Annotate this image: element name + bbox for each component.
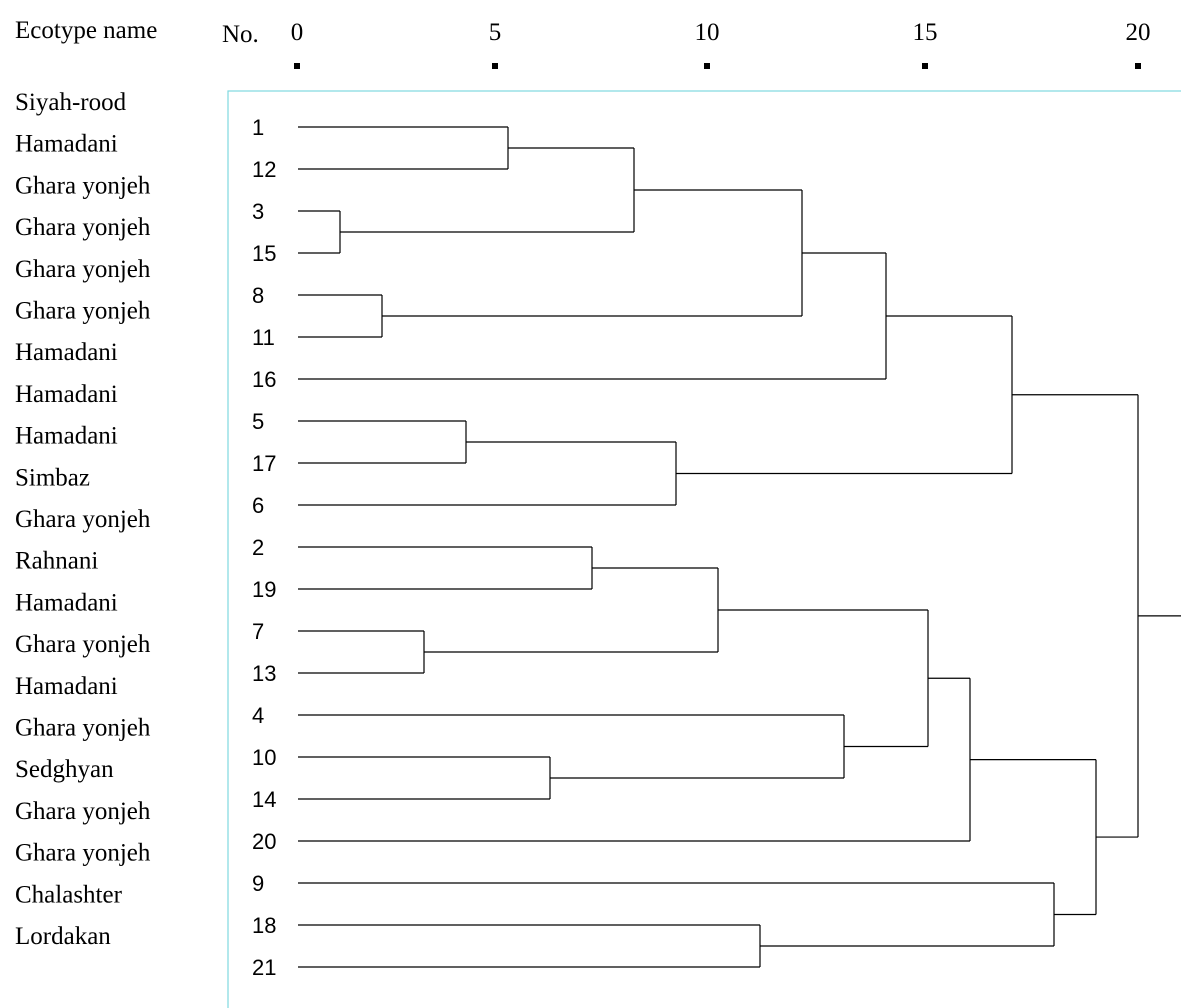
scale-tick-mark — [922, 63, 928, 69]
ecotype-name: Ghara yonjeh — [15, 506, 151, 533]
scale-tick-mark — [1135, 63, 1141, 69]
leaf-number: 2 — [252, 535, 264, 560]
ecotype-name: Hamadani — [15, 423, 118, 450]
leaf-number: 11 — [252, 325, 275, 350]
leaf-number: 19 — [252, 577, 276, 602]
ecotype-name: Ghara yonjeh — [15, 840, 151, 867]
leaf-number: 9 — [252, 871, 264, 896]
ecotype-name: Hamadani — [15, 339, 118, 366]
ecotype-name: Ghara yonjeh — [15, 256, 151, 283]
leaf-number: 21 — [252, 955, 276, 980]
ecotype-name: Ghara yonjeh — [15, 298, 151, 325]
leaf-number: 12 — [252, 157, 276, 182]
ecotype-name: Ghara yonjeh — [15, 715, 151, 742]
leaf-number: 20 — [252, 829, 276, 854]
leaf-number: 1 — [252, 115, 264, 140]
leaf-number: 7 — [252, 619, 264, 644]
leaf-number: 5 — [252, 409, 264, 434]
scale-tick-label: 20 — [1126, 19, 1151, 46]
number-header: No. — [222, 21, 259, 48]
ecotype-name-list: Siyah-rood Hamadani Ghara yonjeh Ghara yonj… — [15, 89, 151, 950]
leaf-number: 8 — [252, 283, 264, 308]
scale-tick-label: 15 — [913, 19, 938, 46]
ecotype-name: Hamadani — [15, 381, 118, 408]
leaf-number: 17 — [252, 451, 276, 476]
ecotype-name: Siyah-rood — [15, 89, 127, 116]
leaf-number: 14 — [252, 787, 276, 812]
leaf-number: 13 — [252, 661, 276, 686]
scale-tick-label: 10 — [695, 19, 720, 46]
scale-tick-mark — [294, 63, 300, 69]
distance-scale: 0 5 10 15 20 — [291, 19, 1151, 69]
ecotype-name: Ghara yonjeh — [15, 798, 151, 825]
ecotype-name: Simbaz — [15, 464, 90, 491]
leaf-number: 18 — [252, 913, 276, 938]
ecotype-name: Rahnani — [15, 548, 98, 575]
leaf-number: 15 — [252, 241, 276, 266]
leaf-number-list: 1 12 3 15 8 11 16 5 17 6 2 19 7 13 4 10 14 20 9 18 21 — [252, 115, 276, 980]
ecotype-name: Ghara yonjeh — [15, 214, 151, 241]
leaf-number: 16 — [252, 367, 276, 392]
leaf-number: 6 — [252, 493, 264, 518]
leaf-number: 3 — [252, 199, 264, 224]
ecotype-name: Hamadani — [15, 673, 118, 700]
scale-tick-label: 0 — [291, 19, 304, 46]
scale-tick-label: 5 — [489, 19, 502, 46]
ecotype-name: Chalashter — [15, 881, 123, 908]
ecotype-name: Lordakan — [15, 923, 111, 950]
ecotype-name: Ghara yonjeh — [15, 631, 151, 658]
ecotype-name: Sedghyan — [15, 756, 114, 783]
ecotype-name-header: Ecotype name — [15, 17, 157, 44]
dendrogram-tree — [298, 126, 1181, 968]
plot-frame — [227, 90, 1181, 1008]
scale-tick-mark — [492, 63, 498, 69]
ecotype-name: Hamadani — [15, 131, 118, 158]
leaf-number: 4 — [252, 703, 264, 728]
ecotype-name: Hamadani — [15, 589, 118, 616]
leaf-number: 10 — [252, 745, 276, 770]
ecotype-name: Ghara yonjeh — [15, 172, 151, 199]
scale-tick-mark — [704, 63, 710, 69]
